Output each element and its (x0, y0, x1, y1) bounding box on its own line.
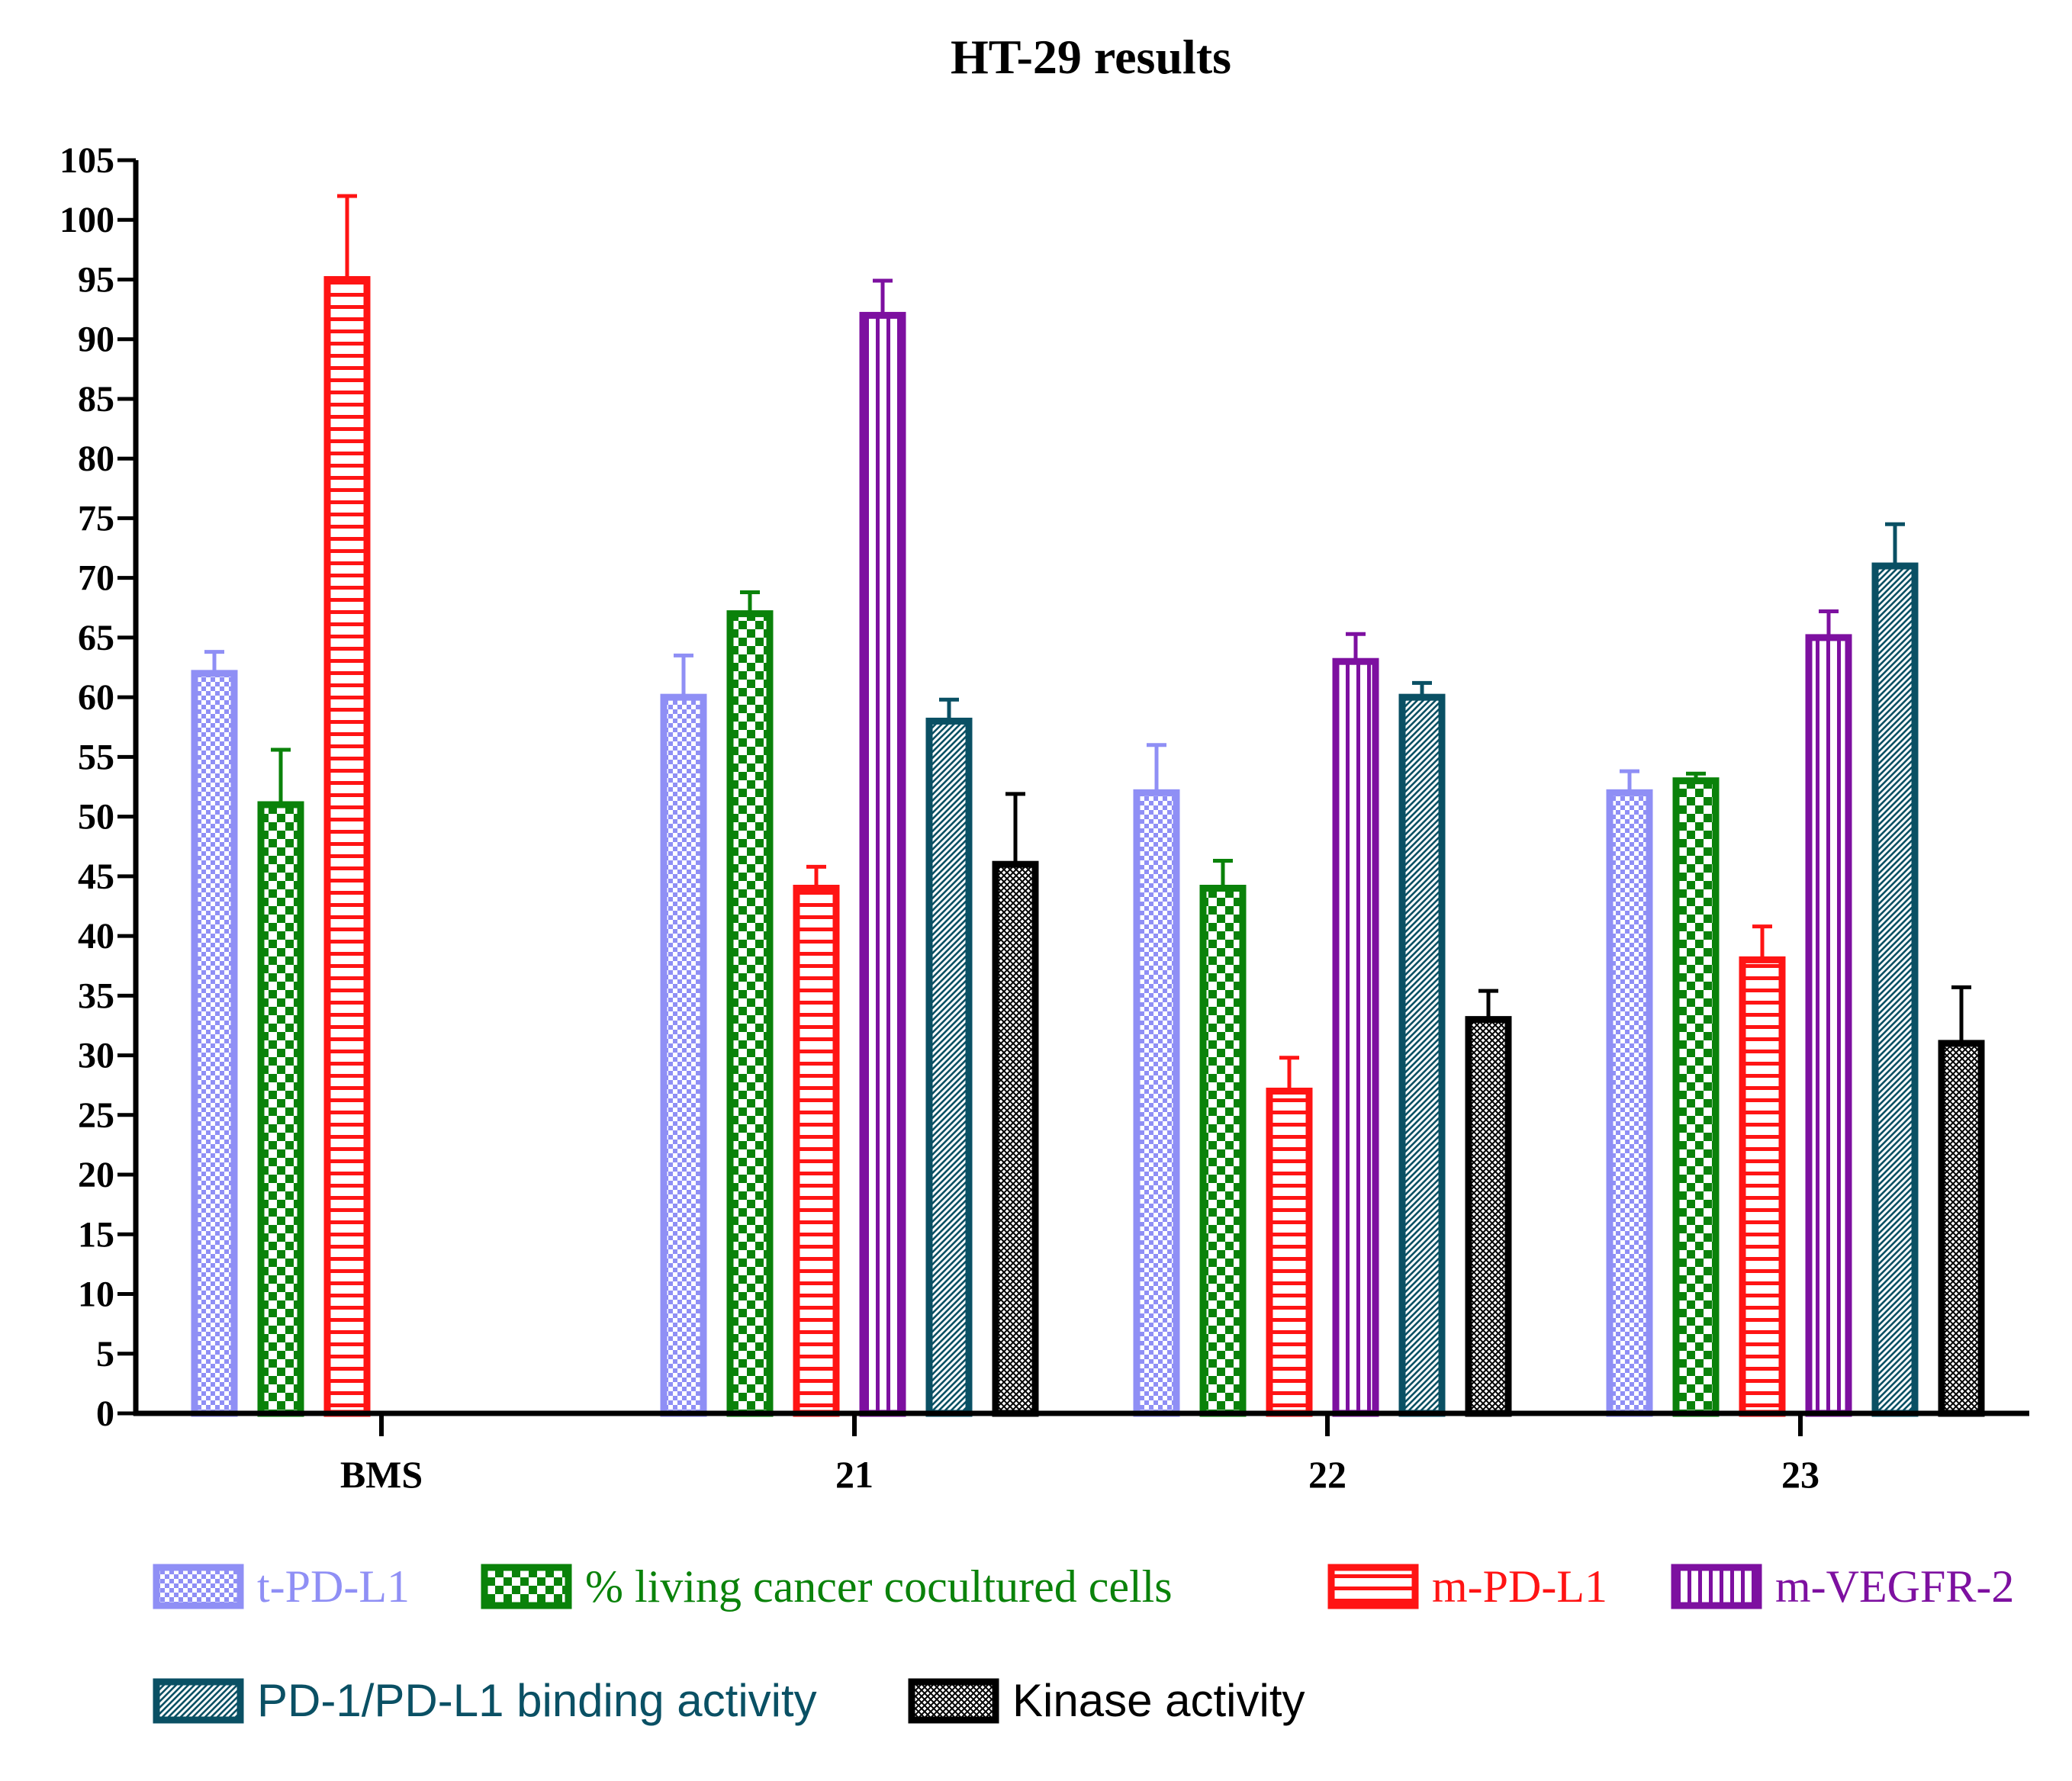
bar-t-pd-l1-21 (660, 693, 707, 1417)
legend-swatch-m-pd-l1 (1327, 1564, 1419, 1609)
y-tick-label-70: 70 (78, 558, 114, 599)
bar-m-pd-l1-bms (323, 275, 371, 1417)
y-tick-label-35: 35 (78, 976, 114, 1016)
bar-living-cancer-cocultured-cells-23 (1672, 777, 1720, 1417)
bar-m-pd-l1-21 (793, 885, 840, 1417)
y-tick-label-95: 95 (78, 259, 114, 300)
y-tick-label-75: 75 (78, 498, 114, 538)
bar-living-cancer-cocultured-cells-21 (726, 610, 774, 1417)
y-tick-label-20: 20 (78, 1155, 114, 1195)
axes-layer: 0 5 10 15 20 25 30 35 40 45 50 55 60 65 70 75 80 85 90 95 10… (60, 140, 2029, 1496)
legend-swatch-m-vegfr-2 (1671, 1564, 1762, 1609)
legend-swatch-living-cancer-cocultured-cells (481, 1564, 572, 1609)
y-tick-label-60: 60 (78, 677, 114, 718)
y-tick-label-40: 40 (78, 916, 114, 956)
y-tick-label-25: 25 (78, 1095, 114, 1136)
y-tick-label-85: 85 (78, 379, 114, 420)
legend-label-t-pd-l1: t-PD-L1 (257, 1561, 410, 1612)
legend-label-pd-1-pd-l1-binding-activity: PD-1/PD-L1 binding activity (257, 1675, 817, 1726)
y-tick-label-45: 45 (78, 857, 114, 897)
legend-label-m-vegfr-2: m-VEGFR-2 (1775, 1561, 2014, 1612)
bar-m-vegfr-2-23 (1805, 634, 1852, 1417)
y-tick-label-5: 5 (96, 1334, 114, 1374)
bar-pd-1-pd-l1-binding-activity-23 (1871, 562, 1919, 1417)
legend-label-kinase-activity: Kinase activity (1012, 1675, 1305, 1726)
bar-kinase-activity-22 (1465, 1016, 1512, 1417)
y-tick-label-30: 30 (78, 1036, 114, 1076)
bar-m-pd-l1-23 (1739, 956, 1786, 1417)
legend-swatch-kinase-activity (908, 1678, 999, 1724)
legend-label-living-cancer-cocultured-cells: % living cancer cocultured cells (585, 1561, 1173, 1612)
y-tick-label-0: 0 (96, 1394, 114, 1434)
legend-label-m-pd-l1: m-PD-L1 (1432, 1561, 1607, 1612)
bar-kinase-activity-21 (992, 860, 1039, 1417)
y-tick-label-105: 105 (60, 140, 114, 181)
x-tick-label-23: 23 (1781, 1453, 1819, 1496)
bar-kinase-activity-23 (1938, 1040, 1985, 1417)
y-tick-label-15: 15 (78, 1214, 114, 1255)
y-tick-label-50: 50 (78, 797, 114, 837)
y-tick-label-10: 10 (78, 1275, 114, 1315)
y-tick-label-100: 100 (60, 200, 114, 240)
bar-t-pd-l1-bms (191, 670, 238, 1417)
chart-title: HT-29 results (951, 30, 1231, 84)
x-tick-label-bms: BMS (340, 1453, 423, 1496)
bar-living-cancer-cocultured-cells-22 (1199, 885, 1247, 1417)
x-tick-label-21: 21 (835, 1453, 874, 1496)
legend-swatch-t-pd-l1 (153, 1564, 244, 1609)
y-tick-label-55: 55 (78, 737, 114, 777)
x-tick-label-22: 22 (1308, 1453, 1346, 1496)
y-tick-label-65: 65 (78, 618, 114, 658)
bar-m-vegfr-2-22 (1332, 657, 1379, 1417)
bar-m-vegfr-2-21 (859, 311, 906, 1417)
y-tick-label-90: 90 (78, 320, 114, 360)
y-tick-label-80: 80 (78, 439, 114, 479)
bar-t-pd-l1-23 (1606, 789, 1653, 1417)
bars-layer (191, 194, 1985, 1417)
bar-pd-1-pd-l1-binding-activity-21 (925, 717, 973, 1417)
bar-m-pd-l1-22 (1266, 1088, 1313, 1417)
bar-pd-1-pd-l1-binding-activity-22 (1398, 693, 1446, 1417)
bar-living-cancer-cocultured-cells-bms (257, 801, 304, 1417)
legend-layer: t-PD-L1 % living cancer cocultured cells m… (153, 1561, 2014, 1726)
legend-swatch-pd-1-pd-l1-binding-activity (153, 1678, 244, 1724)
bar-t-pd-l1-22 (1133, 789, 1180, 1417)
